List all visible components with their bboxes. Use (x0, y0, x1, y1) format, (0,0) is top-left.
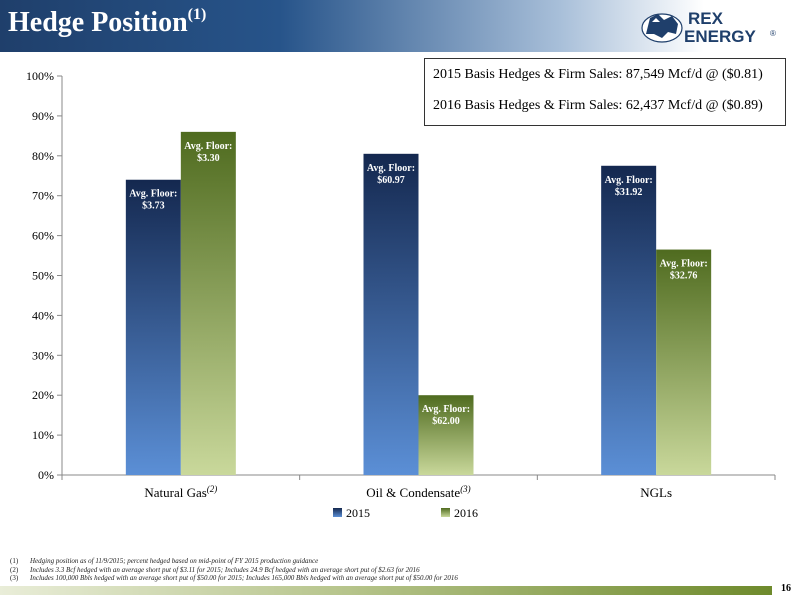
y-tick-label: 60% (32, 229, 54, 243)
footnote-number: (1) (10, 557, 19, 565)
basis-hedge-2016: 2016 Basis Hedges & Firm Sales: 62,437 M… (433, 98, 763, 113)
legend-label-2016: 2016 (454, 506, 478, 520)
footnote-2: (2) Includes 3.3 Bcf hedged with an avera… (10, 566, 458, 575)
bar-2016-3 (656, 249, 712, 475)
logo-registered-mark: ® (770, 29, 776, 38)
y-tick-label: 40% (32, 308, 54, 322)
footnotes: (1) Hedging position as of 11/9/2015; per… (10, 557, 458, 583)
y-tick-label: 10% (32, 428, 54, 442)
bar-data-label: Avg. Floor: $60.97 (367, 163, 415, 186)
y-tick-label: 100% (26, 69, 54, 83)
footnote-1: (1) Hedging position as of 11/9/2015; per… (10, 557, 458, 566)
bar-2016-2 (418, 395, 474, 475)
page-title-text: Hedge Position (8, 7, 188, 38)
footnote-text: Includes 3.3 Bcf hedged with an average … (30, 565, 420, 574)
logo-text-rex: REX (688, 9, 724, 28)
page-number: 16 (781, 583, 791, 594)
legend-swatch-2015 (333, 508, 342, 517)
horse-logo-icon (641, 13, 683, 43)
legend-label-2015: 2015 (346, 506, 370, 520)
title-footnote-ref: (1) (187, 6, 207, 23)
bar-2015-1 (125, 179, 181, 475)
y-tick-label: 30% (32, 348, 54, 362)
footnote-number: (2) (10, 565, 19, 574)
chart-legend: 2015 2016 (333, 506, 478, 520)
footnote-text: Hedging position as of 11/9/2015; percen… (30, 557, 319, 565)
logo-text-energy: ENERGY (684, 27, 756, 46)
page-title: Hedge Position(1) (8, 6, 206, 39)
x-category-label: Natural Gas(2) (144, 484, 217, 500)
x-category-label: NGLs (640, 485, 672, 500)
bar-2015-3 (601, 165, 657, 475)
footnote-number: (3) (10, 574, 19, 582)
x-category-label: Oil & Condensate(3) (366, 484, 470, 500)
footnote-text: Includes 100,000 Bbls hedged with an ave… (30, 574, 458, 582)
hedge-bar-chart: 0% 10% 20% 30% 40% 50% 60% 70% 80% 90% 100% Avg. F… (26, 69, 776, 520)
y-tick-label: 90% (32, 109, 54, 123)
y-tick-label: 80% (32, 149, 54, 163)
company-logo: REX ENERGY ® (641, 9, 776, 46)
bar-data-label: Avg. Floor: $3.73 (129, 189, 177, 212)
legend-swatch-2016 (441, 508, 450, 517)
footer-bar (0, 586, 772, 595)
bar-data-label: Avg. Floor: $31.92 (605, 175, 653, 198)
y-tick-label: 0% (38, 468, 54, 482)
bar-data-label: Avg. Floor: $3.30 (184, 141, 232, 164)
basis-hedges-box: 2015 Basis Hedges & Firm Sales: 87,549 M… (424, 58, 786, 126)
bar-data-label: Avg. Floor: $62.00 (422, 404, 470, 427)
basis-hedge-2015: 2015 Basis Hedges & Firm Sales: 87,549 M… (433, 67, 763, 82)
y-tick-label: 50% (32, 269, 54, 283)
bar-2015-2 (363, 153, 419, 475)
bar-data-label: Avg. Floor: $32.76 (660, 259, 708, 282)
chart-bars: Avg. Floor: $3.73 Avg. Floor: $3.30 Natural … (125, 131, 712, 500)
title-bar: Hedge Position(1) REX ENERGY ® (0, 0, 800, 52)
y-tick-label: 20% (32, 388, 54, 402)
y-tick-label: 70% (32, 189, 54, 203)
footnote-3: (3) Includes 100,000 Bbls hedged with an … (10, 574, 458, 583)
bar-2016-1 (180, 131, 236, 476)
